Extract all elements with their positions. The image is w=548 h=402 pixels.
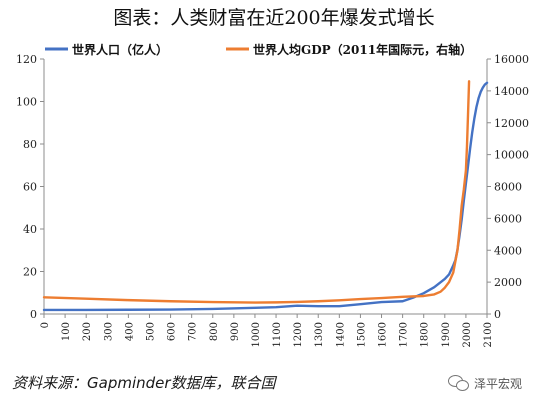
y-left-tick-label: 20 bbox=[23, 266, 37, 279]
x-tick-label: 500 bbox=[145, 322, 156, 341]
legend-entry-population: 世界人口（亿人） bbox=[45, 42, 168, 57]
x-tick-label: 1600 bbox=[378, 322, 389, 347]
x-tick-label: 1500 bbox=[356, 322, 367, 347]
y-left-tick-label: 40 bbox=[23, 223, 37, 236]
x-tick-label: 1200 bbox=[293, 322, 304, 347]
x-tick-label: 1000 bbox=[251, 322, 262, 347]
y-right-tick-label: 10000 bbox=[494, 149, 529, 162]
y-right-tick-label: 14000 bbox=[494, 85, 529, 98]
series-layer bbox=[42, 80, 489, 312]
legend-label-population: 世界人口（亿人） bbox=[72, 42, 168, 57]
y-left-tick-label: 80 bbox=[23, 138, 37, 151]
y-right-tick-label: 12000 bbox=[494, 117, 529, 130]
watermark-label: 泽平宏观 bbox=[474, 376, 523, 391]
series-line-population bbox=[42, 81, 489, 312]
x-tick-label: 1900 bbox=[441, 322, 452, 347]
x-tick-label: 400 bbox=[124, 322, 135, 341]
x-tick-label: 200 bbox=[82, 322, 93, 341]
plot-axes: 0204060801001200200040006000800010000120… bbox=[16, 53, 529, 347]
legend-label-gdp: 世界人均GDP（2011年国际元，右轴） bbox=[253, 42, 472, 57]
source-note: 资料来源：Gapminder数据库，联合国 bbox=[12, 374, 276, 392]
y-left-tick-label: 0 bbox=[30, 308, 37, 321]
y-right-tick-label: 8000 bbox=[494, 181, 522, 194]
legend: 世界人口（亿人） 世界人均GDP（2011年国际元，右轴） bbox=[45, 42, 472, 57]
x-tick-label: 2100 bbox=[483, 322, 494, 347]
x-tick-label: 1300 bbox=[314, 322, 325, 347]
x-tick-label: 1100 bbox=[272, 322, 283, 347]
x-tick-label: 0 bbox=[40, 322, 51, 328]
x-tick-label: 1700 bbox=[399, 322, 410, 347]
chart-title: 图表：人类财富在近200年爆发式增长 bbox=[113, 7, 434, 29]
y-left-tick-label: 100 bbox=[16, 96, 37, 109]
x-tick-label: 300 bbox=[103, 322, 114, 341]
x-tick-label: 700 bbox=[188, 322, 199, 341]
y-left-tick-label: 60 bbox=[23, 181, 37, 194]
y-right-tick-label: 4000 bbox=[494, 244, 522, 257]
x-tick-label: 900 bbox=[230, 322, 241, 341]
x-tick-label: 800 bbox=[209, 322, 220, 341]
y-right-tick-label: 0 bbox=[494, 308, 501, 321]
wechat-icon bbox=[448, 374, 470, 392]
x-tick-label: 2000 bbox=[462, 322, 473, 347]
watermark: 泽平宏观 bbox=[448, 372, 522, 394]
y-left-tick-label: 120 bbox=[16, 53, 37, 66]
y-right-tick-label: 2000 bbox=[494, 276, 522, 289]
y-right-tick-label: 6000 bbox=[494, 212, 522, 225]
legend-entry-gdp: 世界人均GDP（2011年国际元，右轴） bbox=[226, 42, 472, 57]
series-line-gdp bbox=[42, 80, 471, 304]
x-tick-label: 1400 bbox=[335, 322, 346, 347]
x-tick-label: 100 bbox=[61, 322, 72, 341]
y-right-tick-label: 16000 bbox=[494, 53, 529, 66]
x-tick-label: 1800 bbox=[420, 322, 431, 347]
x-tick-label: 600 bbox=[167, 322, 178, 341]
